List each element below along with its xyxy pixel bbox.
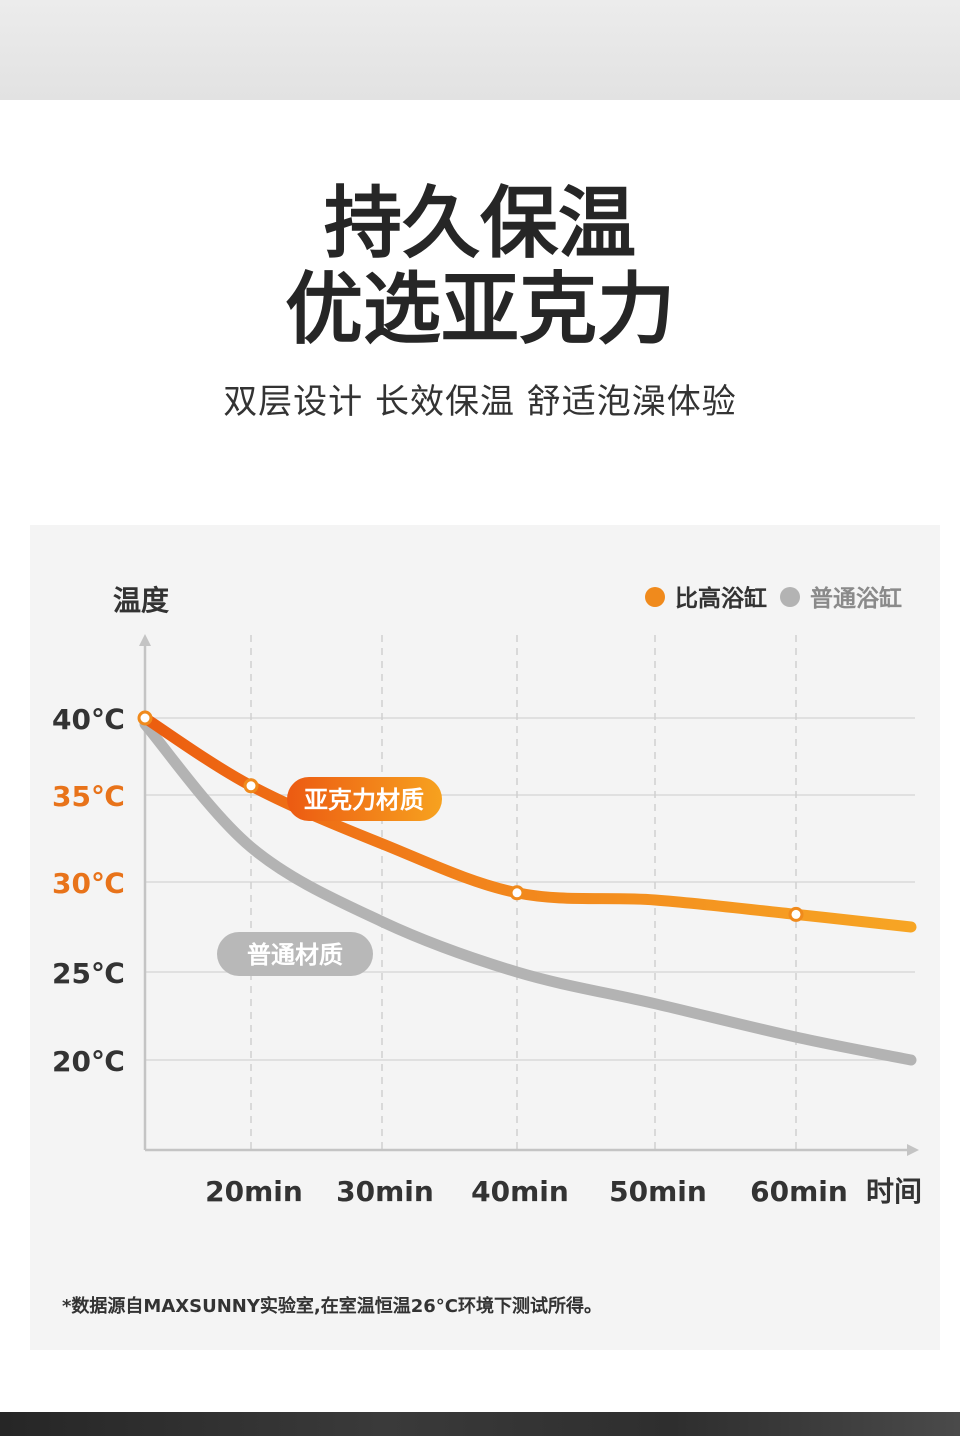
series-line-ordinary [139, 718, 917, 1066]
series-label-acrylic: 亚克力材质 [287, 777, 442, 821]
x-tick-label: 60min [750, 1175, 848, 1208]
x-axis-arrow [907, 1144, 919, 1156]
y-tick-label: 20℃ [52, 1045, 125, 1078]
y-tick-label: 40℃ [52, 703, 125, 736]
x-axis-label: 时间 [866, 1175, 922, 1208]
data-point-marker [788, 906, 804, 922]
pill-background [287, 777, 442, 821]
subtitle: 双层设计 长效保温 舒适泡澡体验 [223, 382, 737, 422]
headline-line-1: 持久保温 [323, 179, 636, 269]
legend-dot-acrylic [645, 587, 665, 607]
legend-label-ordinary: 普通浴缸 [810, 585, 902, 612]
pill-text: 亚克力材质 [304, 786, 424, 814]
data-point-marker [509, 885, 525, 901]
legend: 比高浴缸 普通浴缸 [645, 585, 902, 612]
x-tick-label: 30min [336, 1175, 434, 1208]
x-tick-label: 50min [609, 1175, 707, 1208]
y-tick-label: 25℃ [52, 957, 125, 990]
y-tick-label: 35℃ [52, 780, 125, 813]
pill-text: 普通材质 [247, 941, 343, 969]
x-tick-label: 40min [471, 1175, 569, 1208]
pill-background [217, 932, 373, 976]
bottom-photo-strip [0, 1412, 960, 1436]
headline-line-2: 优选亚克力 [284, 265, 675, 355]
legend-dot-ordinary [780, 587, 800, 607]
data-point-marker [243, 778, 259, 794]
temperature-chart: 40℃ 35℃ 30℃ 25℃ 20℃ 20min 30min 40min 50min 60min… [52, 584, 922, 1208]
series-label-ordinary: 普通材质 [217, 932, 373, 976]
legend-label-acrylic: 比高浴缸 [675, 585, 767, 612]
chart-panel: 40℃ 35℃ 30℃ 25℃ 20℃ 20min 30min 40min 50min 60min… [30, 525, 940, 1350]
data-point-marker [137, 710, 153, 726]
y-axis-label: 温度 [113, 584, 169, 617]
y-tick-label: 30℃ [52, 867, 125, 900]
top-photo-strip [0, 0, 960, 100]
y-axis-arrow [139, 634, 151, 646]
footnote: *数据源自MAXSUNNY实验室,在室温恒温26°C环境下测试所得。 [62, 1296, 602, 1317]
x-tick-label: 20min [205, 1175, 303, 1208]
